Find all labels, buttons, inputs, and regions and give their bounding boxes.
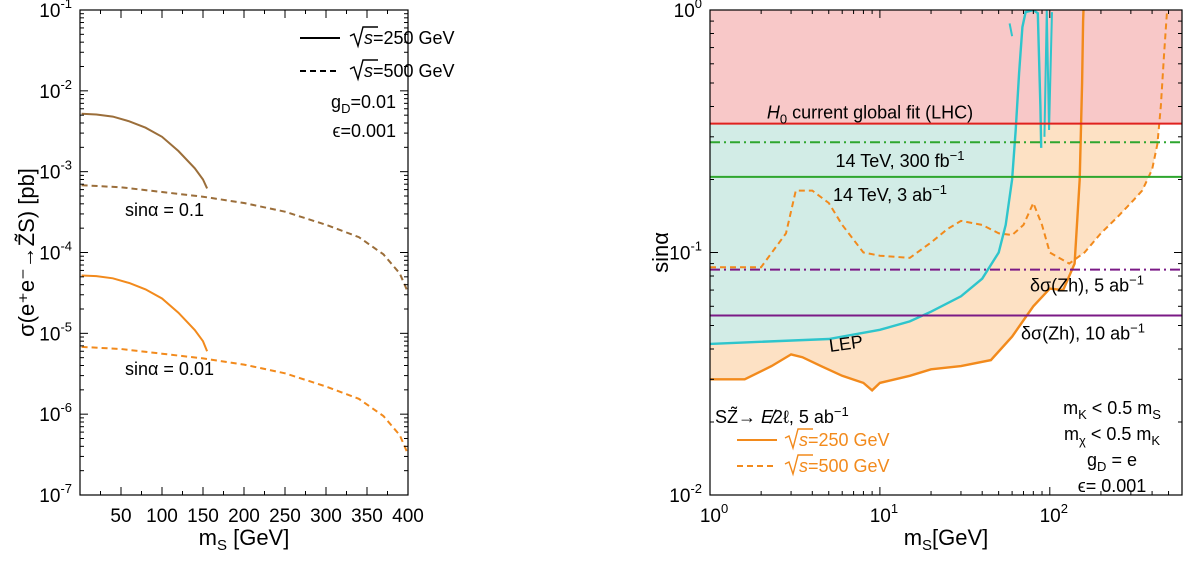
param-label: mχ < 0.5 mK: [1064, 424, 1160, 448]
y-tick-label: 100: [674, 0, 702, 22]
y-tick-label: 10-1: [39, 0, 72, 22]
left-plot-frame: [79, 9, 409, 496]
process-annotation: SZ̃→ E̸2ℓ, 5 ab−1: [715, 404, 849, 427]
curve-annotation: sinα = 0.01: [125, 359, 214, 379]
x-tick-label: 100: [700, 501, 728, 527]
x-tick-label: 300: [310, 506, 342, 527]
sqrt-sign: [784, 428, 813, 451]
y-axis-label: σ(e⁺e⁻→Z̃S) [pb]: [14, 168, 39, 337]
x-tick-label: 100: [146, 506, 178, 527]
y-tick-label: 10-2: [39, 77, 72, 103]
series-line-3: [81, 345, 409, 455]
x-tick-label: 250: [269, 506, 301, 527]
param-label: ϵ=0.001: [332, 121, 396, 141]
legend-label: s=500 GeV: [799, 456, 890, 476]
sqrt-sign: [349, 26, 378, 49]
x-axis-label: mS[GeV]: [904, 525, 989, 554]
param-label: gD = e: [1087, 450, 1137, 474]
hline-label: 14 TeV, 3 ab−1: [833, 182, 947, 205]
curve-annotation: sinα = 0.1: [125, 200, 204, 220]
x-tick-label: 400: [392, 506, 424, 527]
legend-label: s=250 GeV: [799, 430, 890, 450]
x-tick-label: 350: [351, 506, 383, 527]
legend-label: s=500 GeV: [364, 61, 455, 81]
orange-250-line: [710, 10, 1085, 393]
x-tick-label: 101: [870, 501, 898, 527]
series-line-1: [81, 184, 409, 293]
param-label: gD=0.01: [331, 92, 396, 116]
right-plot-area: [710, 10, 1182, 393]
hline-label: 14 TeV, 300 fb−1: [836, 148, 965, 171]
y-axis-label: sinα: [648, 232, 673, 273]
legend-label: s=250 GeV: [364, 28, 455, 48]
hline-label: H0 current global fit (LHC): [767, 103, 973, 127]
y-tick-label: 10-3: [39, 158, 72, 184]
y-tick-label: 10-4: [39, 239, 72, 265]
orange-500-line: [710, 10, 1169, 269]
y-tick-label: 10-5: [39, 319, 72, 345]
y-tick-label: 10-1: [669, 239, 702, 265]
param-label: mK < 0.5 mS: [1063, 398, 1161, 422]
hline-label: δσ(Zh), 5 ab−1: [1030, 273, 1144, 296]
y-tick-label: 10-7: [39, 481, 72, 507]
param-label: ϵ= 0.001: [1078, 476, 1147, 496]
hline-label: δσ(Zh), 10 ab−1: [1021, 320, 1145, 343]
lep-line-spikes: [1008, 10, 1053, 137]
y-tick-label: 10-6: [39, 400, 72, 426]
x-tick-label: 150: [187, 506, 219, 527]
lep-label: LEP: [828, 331, 864, 356]
sqrt-sign: [784, 454, 813, 477]
x-tick-label: 200: [228, 506, 260, 527]
red-region-lhc: [710, 10, 1182, 124]
series-line-0: [81, 112, 209, 189]
x-tick-label: 102: [1040, 501, 1068, 527]
x-axis-label: mS [GeV]: [199, 525, 290, 554]
y-tick-label: 10-2: [669, 481, 702, 507]
series-line-2: [81, 274, 209, 352]
sqrt-sign: [349, 59, 378, 82]
lep-line: [710, 10, 1043, 346]
x-tick-label: 50: [110, 506, 131, 527]
